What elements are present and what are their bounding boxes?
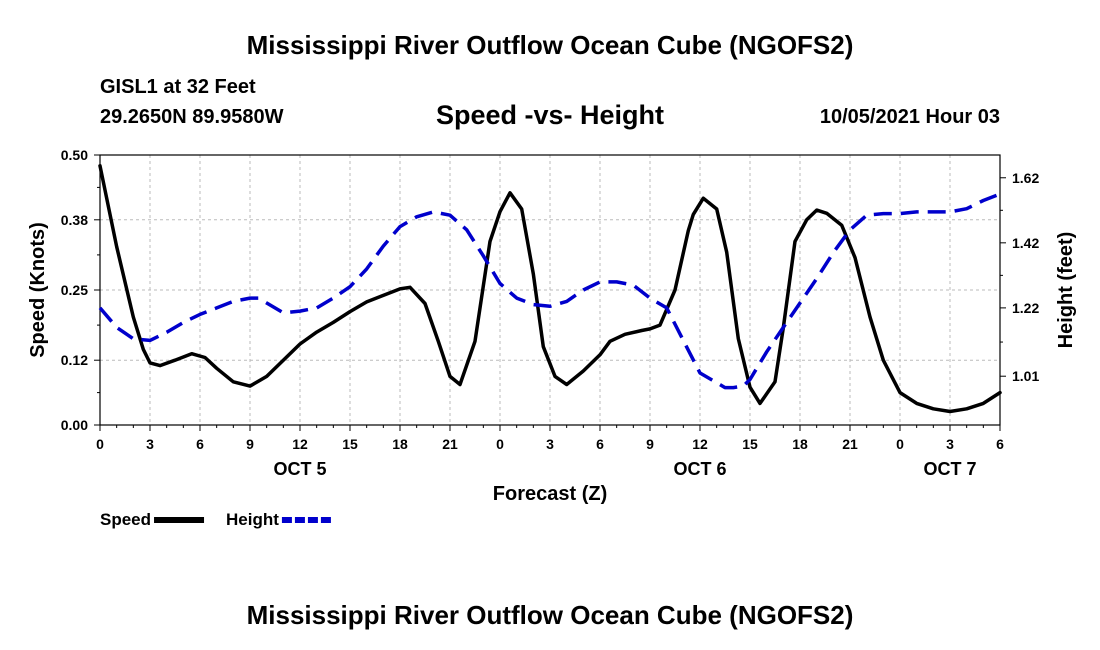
y2-axis-title: Height (feet) bbox=[1055, 232, 1077, 349]
x-tick-label: 9 bbox=[246, 436, 254, 452]
series-line-speed bbox=[98, 164, 1002, 414]
chart-title: Speed -vs- Height bbox=[435, 100, 665, 130]
y-axis-title: Speed (Knots) bbox=[27, 222, 49, 358]
y-tick-label: 0.38 bbox=[61, 212, 88, 228]
x-tick-label: 18 bbox=[392, 436, 408, 452]
series-line-height bbox=[98, 192, 1001, 390]
x-day-label: OCT 5 bbox=[273, 459, 326, 479]
station-label: GISL1 at 32 Feet bbox=[100, 76, 256, 98]
x-tick-label: 12 bbox=[292, 436, 308, 452]
x-tick-label: 0 bbox=[96, 436, 104, 452]
x-tick-label: 21 bbox=[442, 436, 458, 452]
timestamp-label: 10/05/2021 Hour 03 bbox=[819, 106, 1000, 128]
x-tick-label: 9 bbox=[646, 436, 654, 452]
y2-tick-label: 1.62 bbox=[1012, 170, 1039, 186]
x-tick-label: 15 bbox=[742, 436, 758, 452]
x-day-label: OCT 7 bbox=[923, 459, 976, 479]
x-tick-label: 0 bbox=[496, 436, 504, 452]
x-tick-label: 3 bbox=[146, 436, 154, 452]
x-tick-label: 0 bbox=[896, 436, 904, 452]
x-tick-label: 3 bbox=[946, 436, 954, 452]
y2-tick-label: 1.42 bbox=[1012, 235, 1039, 251]
x-tick-label: 6 bbox=[596, 436, 604, 452]
x-tick-label: 6 bbox=[196, 436, 204, 452]
y-tick-label: 0.25 bbox=[61, 282, 88, 298]
station-coords: 29.2650N 89.9580W bbox=[100, 106, 284, 128]
footer-title: Mississippi River Outflow Ocean Cube (NG… bbox=[246, 600, 854, 630]
y2-tick-label: 1.22 bbox=[1012, 300, 1039, 316]
x-day-label: OCT 6 bbox=[673, 459, 726, 479]
x-tick-label: 3 bbox=[546, 436, 554, 452]
y-tick-label: 0.00 bbox=[61, 417, 88, 433]
x-tick-label: 21 bbox=[842, 436, 858, 452]
x-tick-label: 15 bbox=[342, 436, 358, 452]
page-title: Mississippi River Outflow Ocean Cube (NG… bbox=[246, 30, 854, 60]
y-tick-label: 0.12 bbox=[61, 352, 88, 368]
y2-tick-label: 1.01 bbox=[1012, 368, 1039, 384]
x-tick-label: 18 bbox=[792, 436, 808, 452]
x-tick-label: 12 bbox=[692, 436, 708, 452]
x-axis-title: Forecast (Z) bbox=[493, 483, 607, 505]
legend-label-height: Height bbox=[226, 510, 279, 529]
y-tick-label: 0.50 bbox=[61, 147, 88, 163]
legend-label-speed: Speed bbox=[100, 510, 151, 529]
x-tick-label: 6 bbox=[996, 436, 1004, 452]
